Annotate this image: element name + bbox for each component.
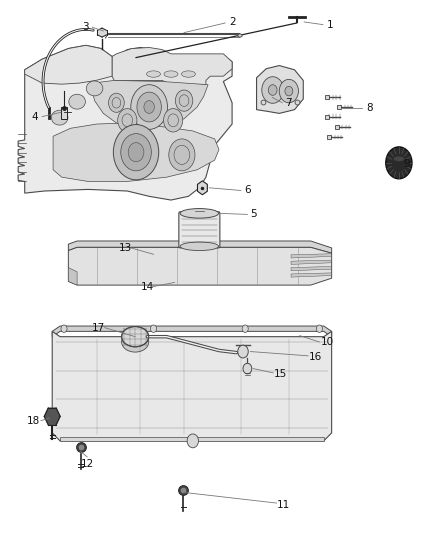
Text: 16: 16 [308, 352, 321, 362]
Circle shape [118, 109, 137, 132]
Circle shape [128, 143, 144, 162]
Text: 11: 11 [277, 499, 290, 510]
Circle shape [262, 77, 284, 103]
Polygon shape [68, 268, 77, 285]
Polygon shape [68, 241, 332, 253]
Circle shape [386, 147, 412, 179]
Text: 6: 6 [244, 185, 251, 196]
Polygon shape [52, 326, 332, 337]
Circle shape [144, 101, 154, 114]
Text: 1: 1 [327, 20, 334, 30]
Text: 15: 15 [273, 369, 287, 379]
Circle shape [285, 86, 293, 96]
FancyBboxPatch shape [179, 212, 220, 248]
Polygon shape [68, 247, 332, 285]
Polygon shape [25, 45, 112, 84]
Text: 10: 10 [321, 337, 334, 347]
Polygon shape [291, 254, 331, 258]
Text: 12: 12 [81, 459, 94, 469]
Ellipse shape [180, 242, 219, 251]
Polygon shape [198, 181, 207, 195]
Ellipse shape [394, 157, 404, 161]
Circle shape [316, 325, 322, 333]
Polygon shape [53, 123, 219, 181]
Polygon shape [291, 273, 331, 277]
Circle shape [279, 79, 298, 103]
Circle shape [131, 85, 167, 130]
Polygon shape [112, 47, 232, 85]
Circle shape [243, 364, 252, 374]
Ellipse shape [122, 332, 149, 352]
Ellipse shape [86, 81, 103, 96]
Text: 9: 9 [403, 159, 410, 169]
Polygon shape [60, 437, 324, 441]
Text: 13: 13 [119, 243, 132, 253]
Text: 8: 8 [366, 103, 373, 113]
Text: 14: 14 [140, 282, 154, 292]
Polygon shape [257, 66, 303, 114]
Polygon shape [18, 45, 232, 200]
Circle shape [121, 134, 151, 171]
Polygon shape [44, 408, 60, 425]
Ellipse shape [147, 71, 160, 77]
Circle shape [113, 125, 159, 180]
Circle shape [137, 92, 161, 122]
Ellipse shape [51, 110, 68, 125]
Circle shape [238, 345, 248, 358]
Text: 3: 3 [82, 22, 89, 33]
Polygon shape [291, 260, 331, 264]
Text: 4: 4 [32, 111, 38, 122]
Text: 2: 2 [229, 17, 235, 27]
Bar [60, 107, 67, 119]
Circle shape [61, 325, 67, 333]
Text: 17: 17 [92, 322, 106, 333]
Text: 5: 5 [251, 209, 257, 220]
Circle shape [268, 85, 277, 95]
Circle shape [169, 139, 195, 171]
Ellipse shape [164, 71, 178, 77]
Polygon shape [97, 28, 106, 37]
Text: 7: 7 [286, 98, 292, 108]
Ellipse shape [69, 94, 85, 109]
Polygon shape [291, 266, 331, 271]
Circle shape [109, 93, 124, 112]
Polygon shape [52, 332, 332, 441]
Text: 18: 18 [27, 416, 40, 426]
Circle shape [187, 434, 198, 448]
Circle shape [175, 90, 193, 111]
Ellipse shape [122, 327, 149, 347]
Circle shape [163, 109, 183, 132]
Circle shape [242, 325, 248, 333]
Ellipse shape [180, 208, 219, 218]
Ellipse shape [181, 71, 195, 77]
Polygon shape [92, 80, 208, 131]
Ellipse shape [238, 34, 242, 37]
Circle shape [150, 325, 156, 333]
